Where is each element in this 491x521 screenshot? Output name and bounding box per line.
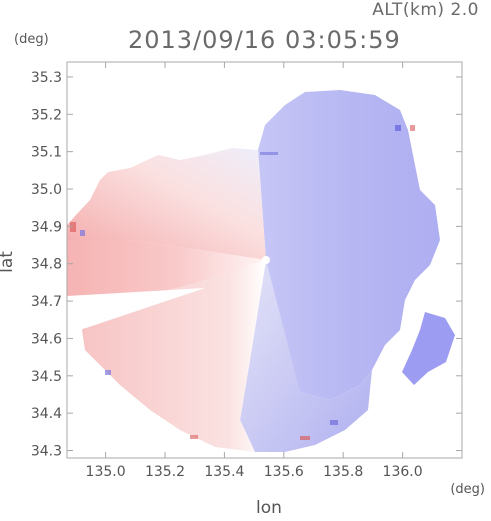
x-tick-label: 135.6 [264,464,304,480]
x-axis-unit: (deg) [450,482,485,497]
radar-site-gap [262,256,270,264]
plot-frame [66,61,463,459]
y-tick-label: 35.2 [31,107,62,123]
y-tick-label: 35.3 [31,70,62,86]
x-tick-label: 135.4 [204,464,244,480]
x-axis-label: lon [256,498,282,518]
echo-region-south-east [240,260,372,452]
x-tick-label: 135.8 [323,464,363,480]
x-tick-label: 135.2 [145,464,185,480]
y-tick-label: 34.9 [31,219,62,235]
echo-speckles [70,125,415,440]
altitude-label: ALT(km) 2.0 [372,0,479,20]
x-tick-label: 135.0 [86,464,126,480]
echo-region-east-patch [402,312,455,385]
echo-gap-west [67,288,205,333]
y-tick-label: 34.7 [31,294,62,310]
y-tick-label: 34.5 [31,369,62,385]
x-tick-group: 135.0 135.2 135.4 135.6 135.8 136.0 [86,62,423,480]
y-tick-label: 35.0 [31,182,62,198]
radar-echo-field [67,90,455,452]
y-tick-label: 34.4 [31,406,62,422]
y-tick-label: 34.3 [31,444,62,460]
echo-region-north-west [67,148,266,260]
x-tick-label: 136.0 [383,464,423,480]
echo-region-east [258,90,440,400]
timestamp-title: 2013/09/16 03:05:59 [128,26,401,54]
y-tick-label: 34.6 [31,331,62,347]
y-tick-label: 35.1 [31,145,62,161]
y-tick-label: 34.8 [31,257,62,273]
y-tick-group: 34.3 34.4 34.5 34.6 34.7 34.8 34.9 35.0 35.1 35.2… [31,70,462,460]
y-axis-unit: (deg) [14,32,49,47]
